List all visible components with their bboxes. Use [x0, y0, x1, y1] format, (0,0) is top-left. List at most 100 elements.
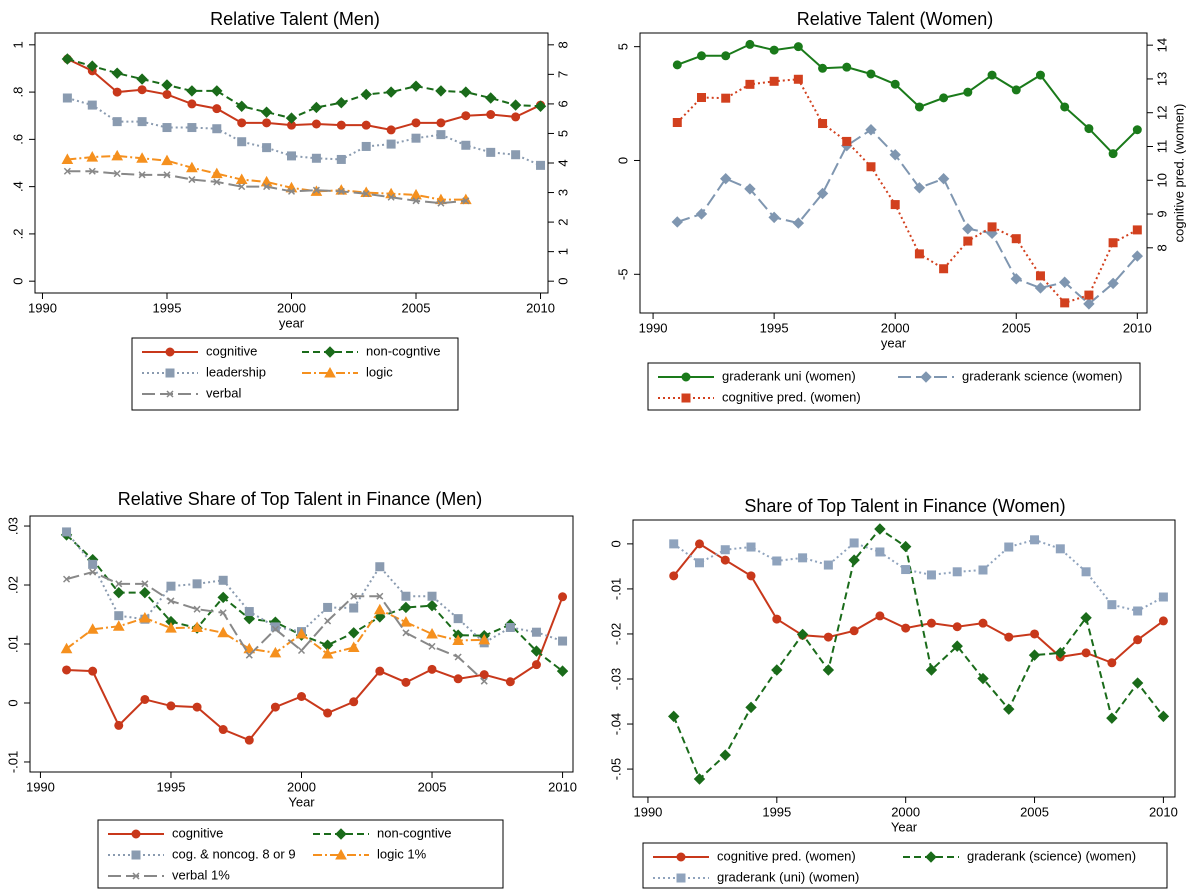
- marker: [1131, 677, 1144, 689]
- marker: [188, 176, 196, 184]
- marker: [913, 182, 926, 194]
- x-axis-label: year: [279, 315, 305, 330]
- marker: [769, 76, 779, 86]
- marker: [768, 211, 780, 224]
- x-tick-label: 2005: [1020, 804, 1049, 819]
- x-tick-label: 1995: [157, 779, 186, 794]
- marker: [534, 100, 547, 112]
- y-tick-label: .02: [5, 576, 20, 594]
- marker: [696, 93, 706, 103]
- marker: [720, 555, 730, 565]
- marker: [60, 642, 73, 654]
- marker: [1004, 632, 1014, 642]
- y-tick-label: .6: [10, 134, 25, 145]
- marker: [427, 591, 437, 601]
- marker: [436, 118, 446, 128]
- marker: [798, 553, 808, 563]
- x-tick-label: 2005: [402, 300, 431, 315]
- marker: [721, 93, 731, 103]
- marker: [427, 664, 437, 674]
- marker: [270, 622, 280, 632]
- marker: [192, 579, 202, 589]
- marker: [410, 188, 422, 200]
- marker: [849, 626, 859, 636]
- marker: [360, 88, 372, 101]
- legend-box: [647, 362, 1141, 411]
- marker: [1028, 649, 1041, 661]
- x-tick-label: 1990: [633, 804, 662, 819]
- marker: [349, 697, 359, 707]
- marker: [141, 580, 149, 588]
- marker: [140, 694, 150, 704]
- y-tick-label: 0: [5, 699, 20, 706]
- marker: [161, 154, 173, 166]
- y2-tick-label: 11: [1154, 140, 1169, 154]
- marker: [511, 112, 521, 122]
- marker: [1133, 606, 1143, 616]
- y-tick-label: .01: [5, 635, 20, 653]
- marker: [1010, 273, 1022, 285]
- marker: [112, 620, 125, 631]
- marker: [162, 123, 172, 133]
- x-tick-label: 2005: [418, 779, 447, 794]
- marker: [411, 118, 421, 128]
- y2-tick-label: 8: [1154, 244, 1169, 251]
- marker: [63, 575, 71, 583]
- marker: [191, 621, 203, 632]
- legend-label: verbal: [206, 385, 242, 400]
- marker: [401, 591, 411, 601]
- marker: [323, 708, 333, 718]
- marker: [890, 200, 900, 210]
- marker: [823, 632, 833, 642]
- x-tick-label: 2010: [1149, 804, 1178, 819]
- marker: [914, 102, 924, 112]
- marker: [111, 67, 123, 79]
- marker: [260, 175, 273, 187]
- marker: [139, 612, 151, 623]
- marker: [889, 149, 901, 161]
- marker: [962, 223, 974, 235]
- marker: [772, 556, 782, 566]
- marker: [1133, 635, 1143, 645]
- legend-label: leadership: [206, 364, 266, 379]
- plot-frame: [639, 32, 1148, 314]
- marker: [237, 137, 247, 147]
- x-tick-label: 2010: [526, 300, 555, 315]
- y2-tick-label: 1: [555, 248, 570, 255]
- marker: [901, 565, 911, 575]
- y-tick-label: -5: [615, 269, 630, 281]
- marker: [402, 629, 410, 637]
- legend-marker: [324, 346, 336, 358]
- legend-label: cognitive pred. (women): [722, 389, 861, 404]
- marker: [505, 677, 515, 687]
- marker: [556, 665, 569, 677]
- marker: [669, 539, 679, 549]
- marker: [453, 674, 463, 684]
- marker: [113, 170, 121, 178]
- y-tick-label: 0: [608, 540, 623, 547]
- x-axis-label: Year: [891, 819, 918, 834]
- marker: [745, 701, 757, 714]
- legend-box: [131, 337, 459, 411]
- marker: [86, 623, 99, 634]
- marker: [386, 139, 396, 149]
- marker: [977, 672, 989, 685]
- legend-marker: [925, 851, 937, 863]
- marker: [63, 167, 71, 175]
- marker: [61, 153, 74, 164]
- chart-title: Relative Share of Top Talent in Finance …: [118, 489, 483, 509]
- marker: [212, 124, 222, 134]
- marker: [112, 117, 122, 127]
- marker: [219, 609, 227, 617]
- marker: [1004, 542, 1014, 552]
- marker: [375, 666, 385, 676]
- marker: [669, 571, 679, 581]
- marker: [312, 186, 320, 194]
- y-tick-label: 5: [615, 43, 630, 50]
- marker: [295, 627, 308, 639]
- marker: [311, 153, 321, 163]
- marker: [162, 89, 172, 99]
- series-line: [67, 154, 466, 201]
- marker: [1034, 282, 1047, 294]
